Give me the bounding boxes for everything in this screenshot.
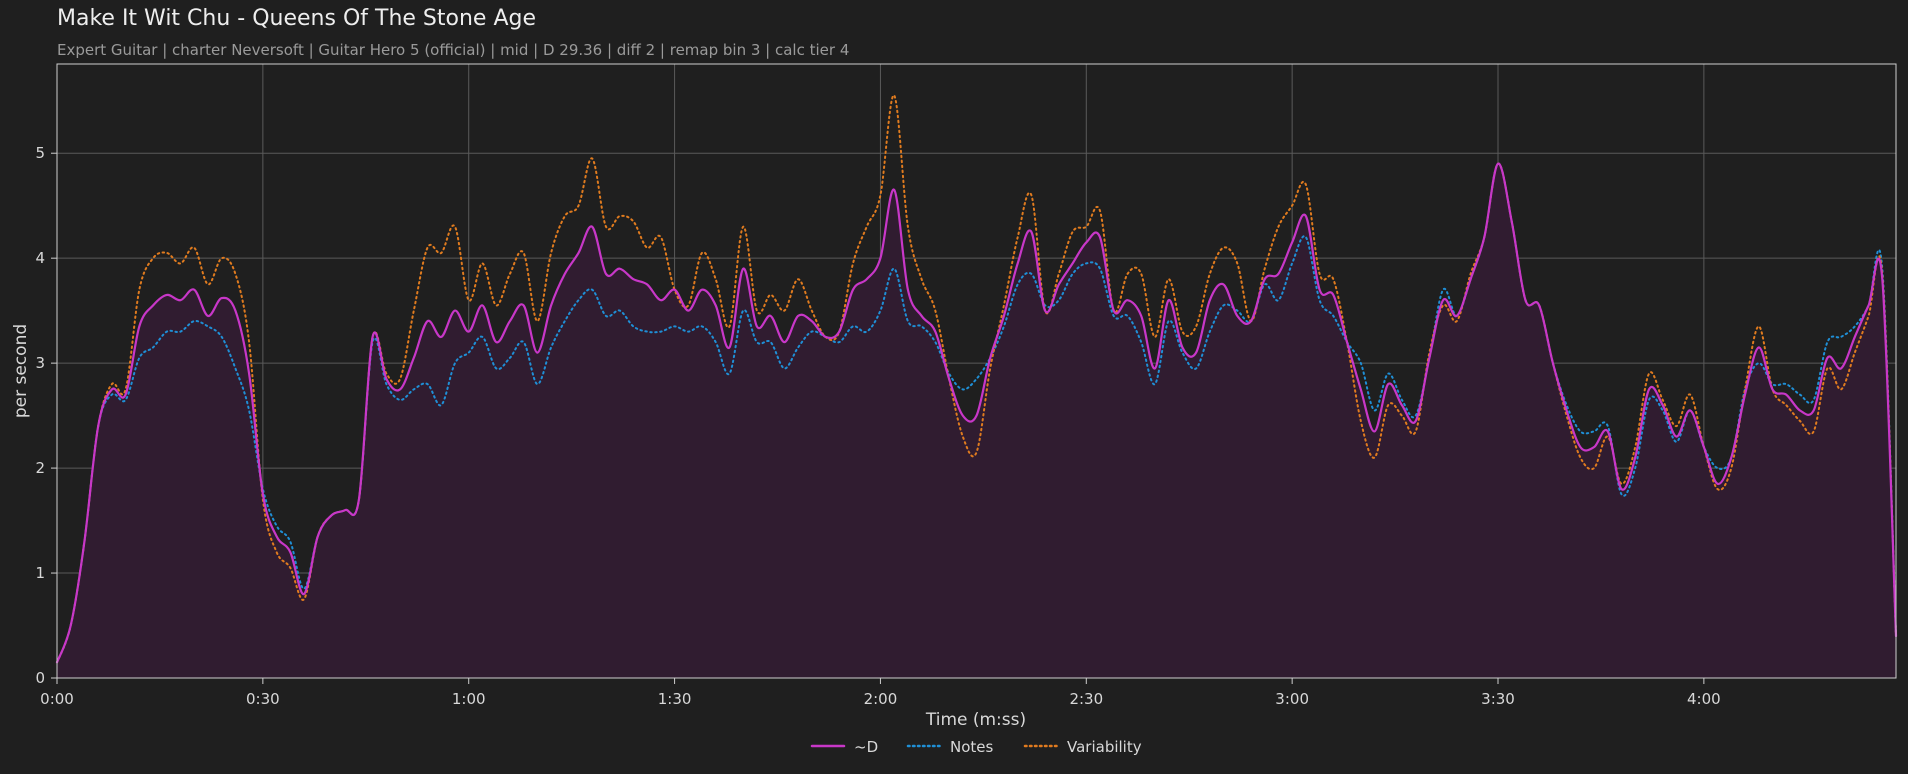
- chart-subtitle: Expert Guitar | charter Neversoft | Guit…: [57, 41, 850, 59]
- plot-frame: [56, 63, 1897, 679]
- x-tick-label: 2:30: [1069, 690, 1103, 708]
- d-series-line: [55, 162, 1898, 664]
- x-tick-label: 0:00: [40, 690, 74, 708]
- y-tick-label: 5: [35, 144, 45, 162]
- x-tick-label: 1:00: [452, 690, 486, 708]
- legend-label: Variability: [1067, 738, 1142, 756]
- axis-ticks: 0:00 0:30 1:00 1:30 2:00 2:30 3:00 3:30 4:00 0 1 2 3…: [35, 144, 1720, 708]
- x-tick-label: 1:30: [658, 690, 692, 708]
- legend: ~D Notes Variability: [810, 738, 1142, 756]
- legend-item-variability: Variability: [1023, 738, 1142, 756]
- y-tick-label: 2: [35, 459, 45, 477]
- x-axis-label: Time (m:ss): [925, 710, 1026, 730]
- y-tick-label: 3: [35, 354, 45, 372]
- x-tick-label: 2:00: [864, 690, 898, 708]
- d-area: [57, 163, 1896, 678]
- x-tick-label: 3:30: [1481, 690, 1515, 708]
- variability-series-line: [56, 94, 1897, 664]
- chart-title: Make It Wit Chu - Queens Of The Stone Ag…: [57, 6, 536, 31]
- x-tick-label: 0:30: [246, 690, 280, 708]
- x-tick-label: 4:00: [1687, 690, 1721, 708]
- y-tick-label: 0: [35, 669, 45, 687]
- legend-label: Notes: [950, 738, 994, 756]
- y-axis-label: per second: [11, 324, 31, 418]
- legend-label: ~D: [854, 738, 878, 756]
- d-area-fill: [57, 163, 1896, 678]
- legend-item-d: ~D: [810, 738, 878, 756]
- series-lines: [55, 94, 1898, 664]
- x-tick-label: 3:00: [1275, 690, 1309, 708]
- y-tick-label: 4: [35, 249, 45, 267]
- y-tick-label: 1: [35, 564, 45, 582]
- legend-item-notes: Notes: [906, 738, 994, 756]
